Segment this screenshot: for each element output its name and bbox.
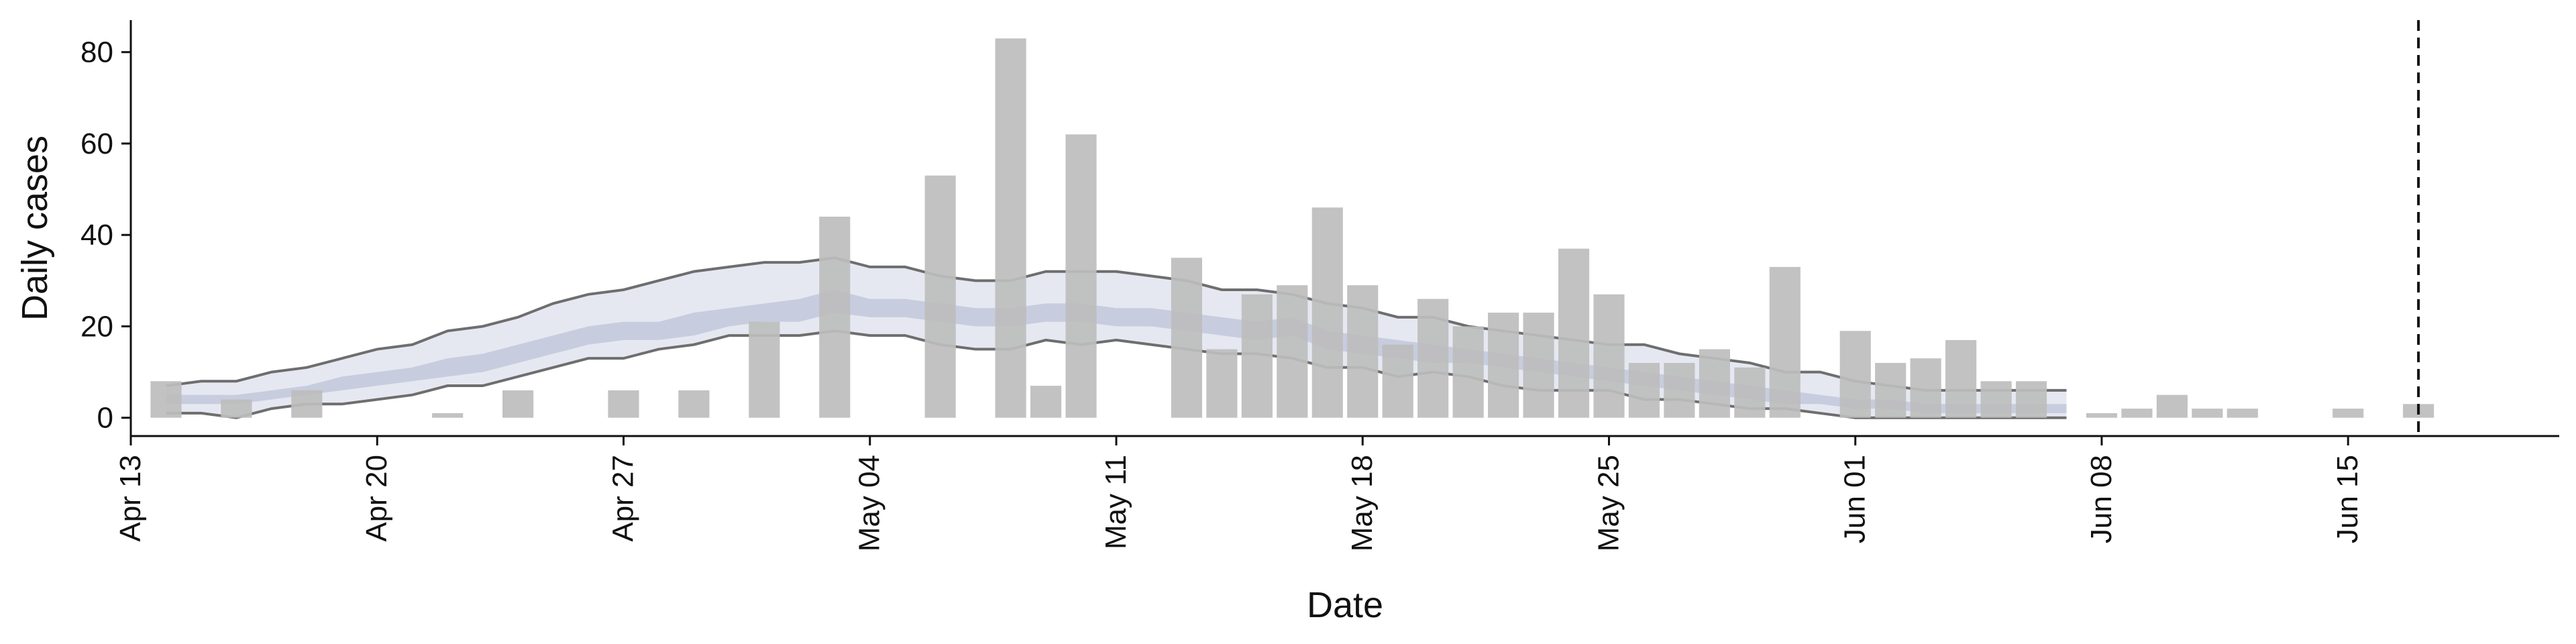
bar xyxy=(1699,349,1730,418)
bar xyxy=(1558,248,1590,418)
bar xyxy=(502,390,534,418)
bar xyxy=(2156,394,2188,418)
x-tick-label: Jun 01 xyxy=(1839,455,1872,543)
bar xyxy=(1628,362,1660,418)
bar xyxy=(1875,362,1907,418)
y-tick-label: 40 xyxy=(80,219,113,252)
bar xyxy=(2332,409,2364,418)
bar xyxy=(1980,381,2012,418)
bar xyxy=(1347,285,1379,418)
bar xyxy=(749,321,780,418)
bar xyxy=(2121,409,2153,418)
bar xyxy=(2086,413,2118,418)
x-tick-label: Apr 20 xyxy=(360,455,393,542)
y-tick-label: 20 xyxy=(80,310,113,343)
bar xyxy=(1417,299,1449,418)
bar xyxy=(432,413,464,418)
bar xyxy=(608,390,639,418)
y-tick-label: 0 xyxy=(97,402,113,435)
y-axis-title: Daily cases xyxy=(15,136,55,321)
bar xyxy=(1452,326,1484,418)
bar xyxy=(1488,313,1519,418)
x-tick-label: Jun 08 xyxy=(2085,455,2118,543)
bar xyxy=(819,216,851,418)
bar xyxy=(1030,386,1062,418)
x-tick-label: May 25 xyxy=(1592,455,1625,551)
bar xyxy=(221,399,252,418)
bar xyxy=(1769,266,1801,418)
bar xyxy=(1206,349,1238,418)
bar xyxy=(1734,367,1766,418)
bar xyxy=(1171,258,1202,418)
daily-case-bars xyxy=(150,38,2434,418)
x-tick-label: Jun 15 xyxy=(2331,455,2364,543)
x-tick-label: Apr 27 xyxy=(606,455,639,542)
bar xyxy=(678,390,710,418)
bar xyxy=(1311,207,1343,418)
bar xyxy=(995,38,1026,418)
bar xyxy=(1382,344,1413,418)
x-axis-title: Date xyxy=(1307,585,1383,625)
upper-bound-line xyxy=(166,256,2067,392)
bar xyxy=(1839,331,1871,418)
bar xyxy=(1593,294,1625,418)
bar xyxy=(150,381,182,418)
bar xyxy=(1910,358,1941,418)
x-tick-label: Apr 13 xyxy=(114,455,147,542)
x-tick-label: May 04 xyxy=(853,455,886,551)
bar xyxy=(1277,285,1308,418)
x-tick-label: May 11 xyxy=(1099,455,1132,549)
bar xyxy=(1241,294,1273,418)
bar xyxy=(2226,409,2258,418)
bar xyxy=(1945,339,1977,418)
bar xyxy=(1065,134,1097,418)
bar xyxy=(2192,409,2223,418)
bar xyxy=(924,175,956,418)
bar xyxy=(1664,362,1695,418)
bar xyxy=(291,390,323,418)
y-tick-label: 80 xyxy=(80,36,113,69)
bar xyxy=(1523,313,1554,418)
x-tick-label: May 18 xyxy=(1346,455,1379,551)
bar xyxy=(2015,381,2047,418)
y-tick-label: 60 xyxy=(80,127,113,160)
axes: 0 20 40 60 80 Apr 13 Apr 20 Apr 27 May 04 May 11 M… xyxy=(80,20,2559,551)
